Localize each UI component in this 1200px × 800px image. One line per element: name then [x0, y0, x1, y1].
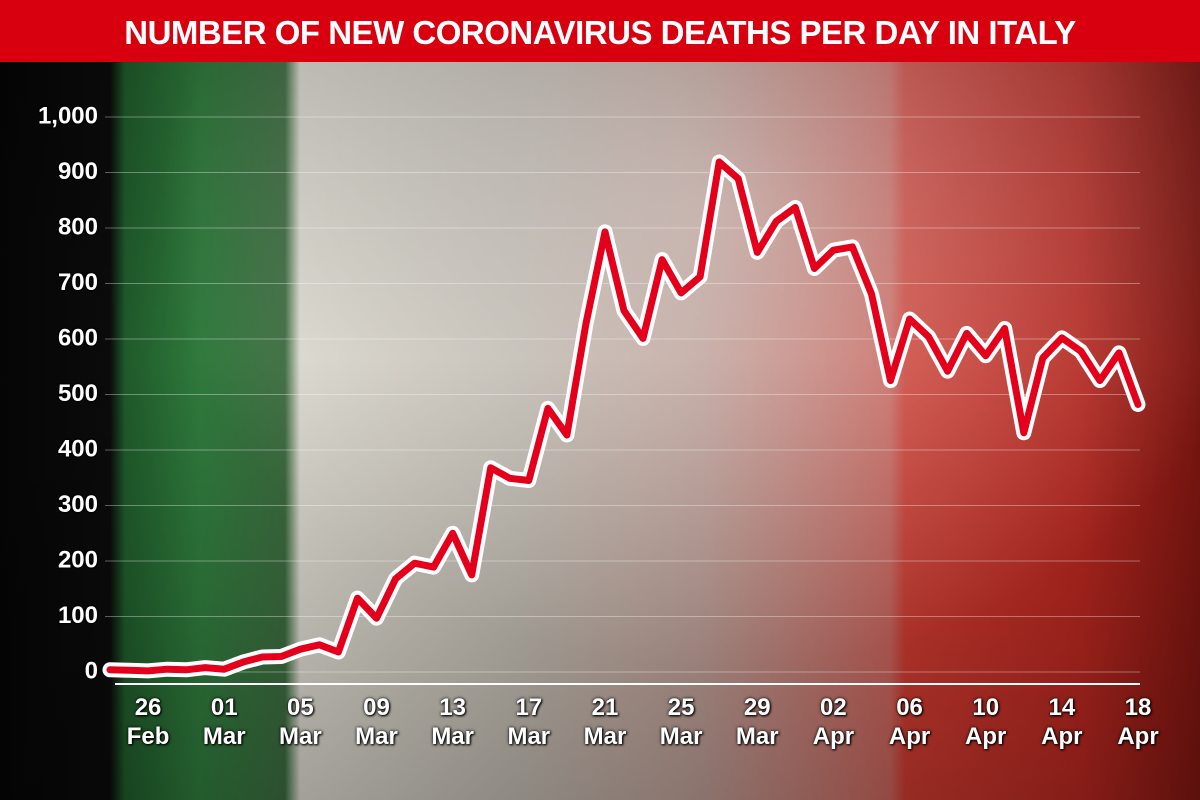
- y-tick-label: 900: [58, 158, 98, 185]
- y-tick-label: 0: [85, 657, 98, 684]
- y-tick-label: 400: [58, 435, 98, 462]
- x-tick-label: 01 Mar: [202, 694, 246, 750]
- y-tick-label: 500: [58, 380, 98, 407]
- x-tick-label: 21 Mar: [583, 694, 627, 750]
- line: [106, 158, 1142, 675]
- background: [0, 62, 1200, 800]
- x-tick-label: 14 Apr: [1041, 694, 1083, 750]
- x-tick-label: 29 Mar: [735, 694, 779, 750]
- x-tick-label: 09 Mar: [355, 694, 398, 750]
- y-tick-label: 300: [58, 491, 98, 518]
- y-tick-label: 200: [58, 546, 98, 573]
- x-tick-label: 02 Apr: [812, 694, 855, 750]
- line-outline: [102, 154, 1146, 679]
- x-tick-label: 13 Mar: [431, 694, 474, 750]
- x-tick-label: 06 Apr: [888, 694, 931, 750]
- y-tick-label: 100: [58, 602, 98, 629]
- x-tick-label: 25 Mar: [659, 694, 703, 750]
- chart-title: NUMBER OF NEW CORONAVIRUS DEATHS PER DAY…: [0, 0, 1200, 62]
- x-tick-label: 18 Apr: [1117, 694, 1159, 750]
- y-tick-label: 800: [58, 213, 98, 240]
- x-tick-label: 10 Apr: [965, 694, 1007, 750]
- y-tick-label: 1,000: [38, 102, 98, 129]
- x-tick-label: 05 Mar: [279, 694, 322, 750]
- x-tick-label: 26 Feb: [126, 694, 170, 750]
- y-tick-label: 700: [58, 269, 98, 296]
- y-tick-label: 600: [58, 324, 98, 351]
- x-tick-label: 17 Mar: [507, 694, 551, 750]
